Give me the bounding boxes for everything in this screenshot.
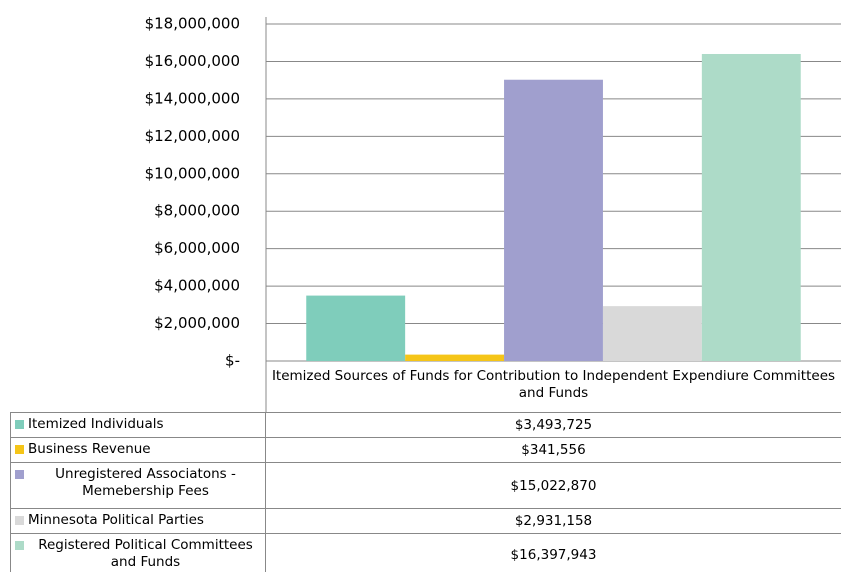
legend-label: Minnesota Political Parties bbox=[28, 512, 204, 528]
table-row: Registered Political Committees and Fund… bbox=[10, 533, 841, 572]
value-label: $2,931,158 bbox=[514, 513, 593, 529]
legend-label: Itemized Individuals bbox=[28, 416, 164, 432]
y-tick-label: $12,000,000 bbox=[145, 127, 240, 145]
y-tick-label: $8,000,000 bbox=[154, 202, 240, 220]
data-table: Itemized Individuals $3,493,725 Business R… bbox=[10, 412, 841, 572]
table-row: Business Revenue $341,556 bbox=[10, 437, 841, 462]
y-tick-label: $10,000,000 bbox=[145, 164, 240, 182]
y-tick-label: $- bbox=[225, 352, 240, 370]
legend-cell: Unregistered Associatons - Memebership F… bbox=[10, 463, 266, 508]
legend-label: Registered Political Committees and Fund… bbox=[38, 537, 253, 570]
legend-swatch bbox=[15, 470, 24, 479]
legend-cell: Registered Political Committees and Fund… bbox=[10, 534, 266, 572]
y-tick-label: $18,000,000 bbox=[145, 15, 240, 33]
value-cell: $341,556 bbox=[266, 438, 841, 462]
value-cell: $15,022,870 bbox=[266, 463, 841, 508]
table-row: Itemized Individuals $3,493,725 bbox=[10, 412, 841, 437]
value-cell: $16,397,943 bbox=[266, 534, 841, 572]
bar bbox=[602, 306, 702, 361]
legend-swatch bbox=[15, 541, 24, 550]
value-label: $15,022,870 bbox=[510, 477, 597, 494]
bar bbox=[701, 53, 801, 361]
y-tick-label: $6,000,000 bbox=[154, 239, 240, 257]
value-label: $341,556 bbox=[521, 442, 586, 458]
legend-label: Unregistered Associatons - Memebership F… bbox=[55, 466, 236, 499]
y-tick-label: $4,000,000 bbox=[154, 277, 240, 295]
legend-cell: Business Revenue bbox=[10, 438, 266, 462]
value-cell: $3,493,725 bbox=[266, 413, 841, 437]
bar bbox=[306, 295, 406, 361]
legend-label: Business Revenue bbox=[28, 441, 151, 457]
value-label: $16,397,943 bbox=[510, 547, 597, 563]
table-row: Minnesota Political Parties $2,931,158 bbox=[10, 508, 841, 533]
table-row: Unregistered Associatons - Memebership F… bbox=[10, 462, 841, 508]
y-tick-label: $14,000,000 bbox=[145, 89, 240, 107]
category-label: Itemized Sources of Funds for Contributi… bbox=[271, 368, 836, 401]
legend-swatch bbox=[15, 445, 24, 454]
y-tick-label: $16,000,000 bbox=[145, 52, 240, 70]
bar bbox=[405, 354, 505, 361]
bar bbox=[504, 79, 603, 361]
value-cell: $2,931,158 bbox=[266, 509, 841, 533]
legend-swatch bbox=[15, 420, 24, 429]
legend-swatch bbox=[15, 516, 24, 525]
legend-cell: Itemized Individuals bbox=[10, 413, 266, 437]
value-label: $3,493,725 bbox=[514, 417, 593, 433]
plot: $- $2,000,000 $4,000,000 $6,000,000 $8,000,0… bbox=[145, 15, 841, 412]
y-tick-label: $2,000,000 bbox=[154, 314, 240, 332]
legend-cell: Minnesota Political Parties bbox=[10, 509, 266, 533]
